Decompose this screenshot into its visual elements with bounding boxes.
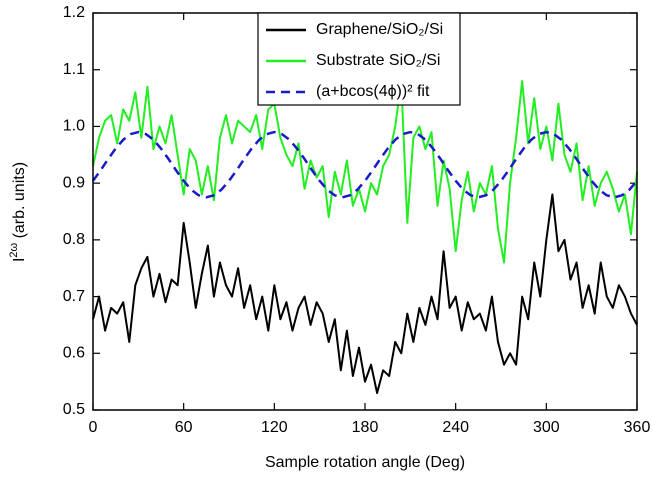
y-tick-label: 1.2: [63, 4, 85, 21]
y-tick-label: 0.9: [63, 174, 85, 191]
x-tick-label: 360: [624, 419, 651, 436]
legend-label: Substrate SiO₂/Si: [316, 52, 440, 69]
x-tick-label: 60: [175, 419, 193, 436]
y-axis-title-base: I: [11, 258, 28, 262]
y-tick-label: 0.8: [63, 231, 85, 248]
y-axis-title: I2ω (arb. units): [8, 162, 28, 262]
x-tick-label: 0: [89, 419, 98, 436]
x-tick-label: 120: [261, 419, 288, 436]
legend-box: [257, 12, 461, 106]
x-tick-label: 300: [533, 419, 560, 436]
legend-label: Graphene/SiO₂/Si: [316, 21, 443, 38]
y-tick-label: 0.5: [63, 401, 85, 418]
series-line: [92, 193, 638, 394]
y-tick-label: 0.7: [63, 288, 85, 305]
x-tick-label: 180: [352, 419, 379, 436]
y-tick-label: 1.0: [63, 118, 85, 135]
y-tick-label: 0.6: [63, 345, 85, 362]
x-axis-title: Sample rotation angle (Deg): [265, 454, 465, 471]
y-axis-title-rest: (arb. units): [11, 162, 28, 243]
series-line: [92, 80, 638, 264]
y-tick-label: 1.1: [63, 61, 85, 78]
x-tick-label: 240: [442, 419, 469, 436]
legend-label: (a+bcos(4ϕ))² fit: [316, 83, 430, 100]
y-axis-title-sup: 2ω: [8, 242, 20, 257]
series-line: [91, 130, 638, 199]
